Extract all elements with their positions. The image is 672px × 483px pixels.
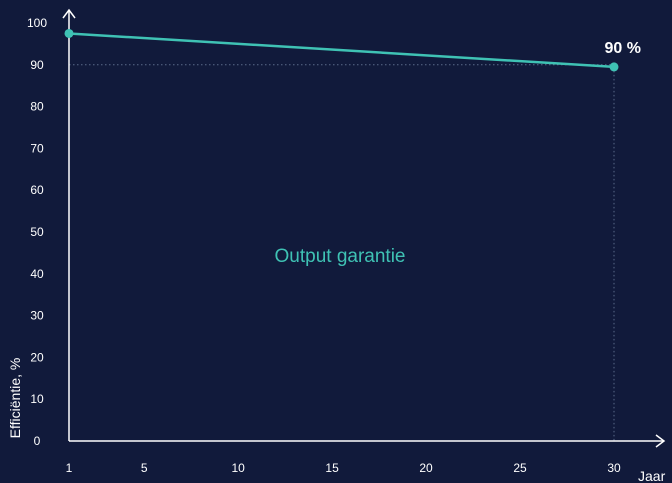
series-line	[67, 32, 616, 69]
y-tick-label: 100	[27, 16, 47, 30]
y-axis-title: Efficiëntie, %	[7, 358, 23, 439]
x-tick-label: 30	[607, 461, 621, 475]
y-tick-label: 80	[30, 100, 44, 114]
y-tick-label: 90	[30, 58, 44, 72]
x-tick-label: 20	[419, 461, 433, 475]
annotation-label: 90 %	[605, 40, 641, 57]
x-axis-title: Jaar	[638, 468, 666, 483]
y-ticks: 0 10 20 30 40 50 60 70 80 90 100	[27, 16, 47, 448]
center-label: Output garantie	[275, 246, 406, 267]
y-axis-arrow-icon	[62, 8, 76, 19]
x-tick-label: 1	[66, 461, 73, 475]
y-tick-label: 10	[30, 392, 44, 406]
x-tick-label: 25	[513, 461, 527, 475]
y-tick-label: 0	[34, 434, 41, 448]
x-tick-label: 5	[141, 461, 148, 475]
x-tick-label: 10	[231, 461, 245, 475]
y-tick-label: 70	[30, 141, 44, 155]
x-tick-label: 15	[325, 461, 339, 475]
y-tick-label: 50	[30, 225, 44, 239]
x-ticks: 1 5 10 15 20 25 30	[66, 461, 621, 475]
data-point	[64, 28, 74, 38]
y-tick-label: 40	[30, 267, 44, 281]
series-layer	[64, 28, 619, 72]
x-axis-arrow-icon	[655, 434, 666, 448]
data-point	[609, 62, 619, 72]
y-tick-label: 30	[30, 309, 44, 323]
axes	[62, 8, 666, 448]
y-tick-label: 60	[30, 183, 44, 197]
guide-lines	[69, 64, 615, 441]
y-tick-label: 20	[30, 350, 44, 364]
